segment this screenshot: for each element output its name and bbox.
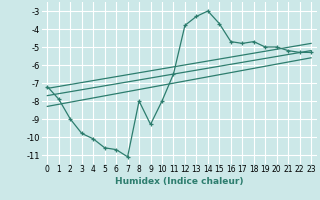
X-axis label: Humidex (Indice chaleur): Humidex (Indice chaleur): [115, 177, 244, 186]
